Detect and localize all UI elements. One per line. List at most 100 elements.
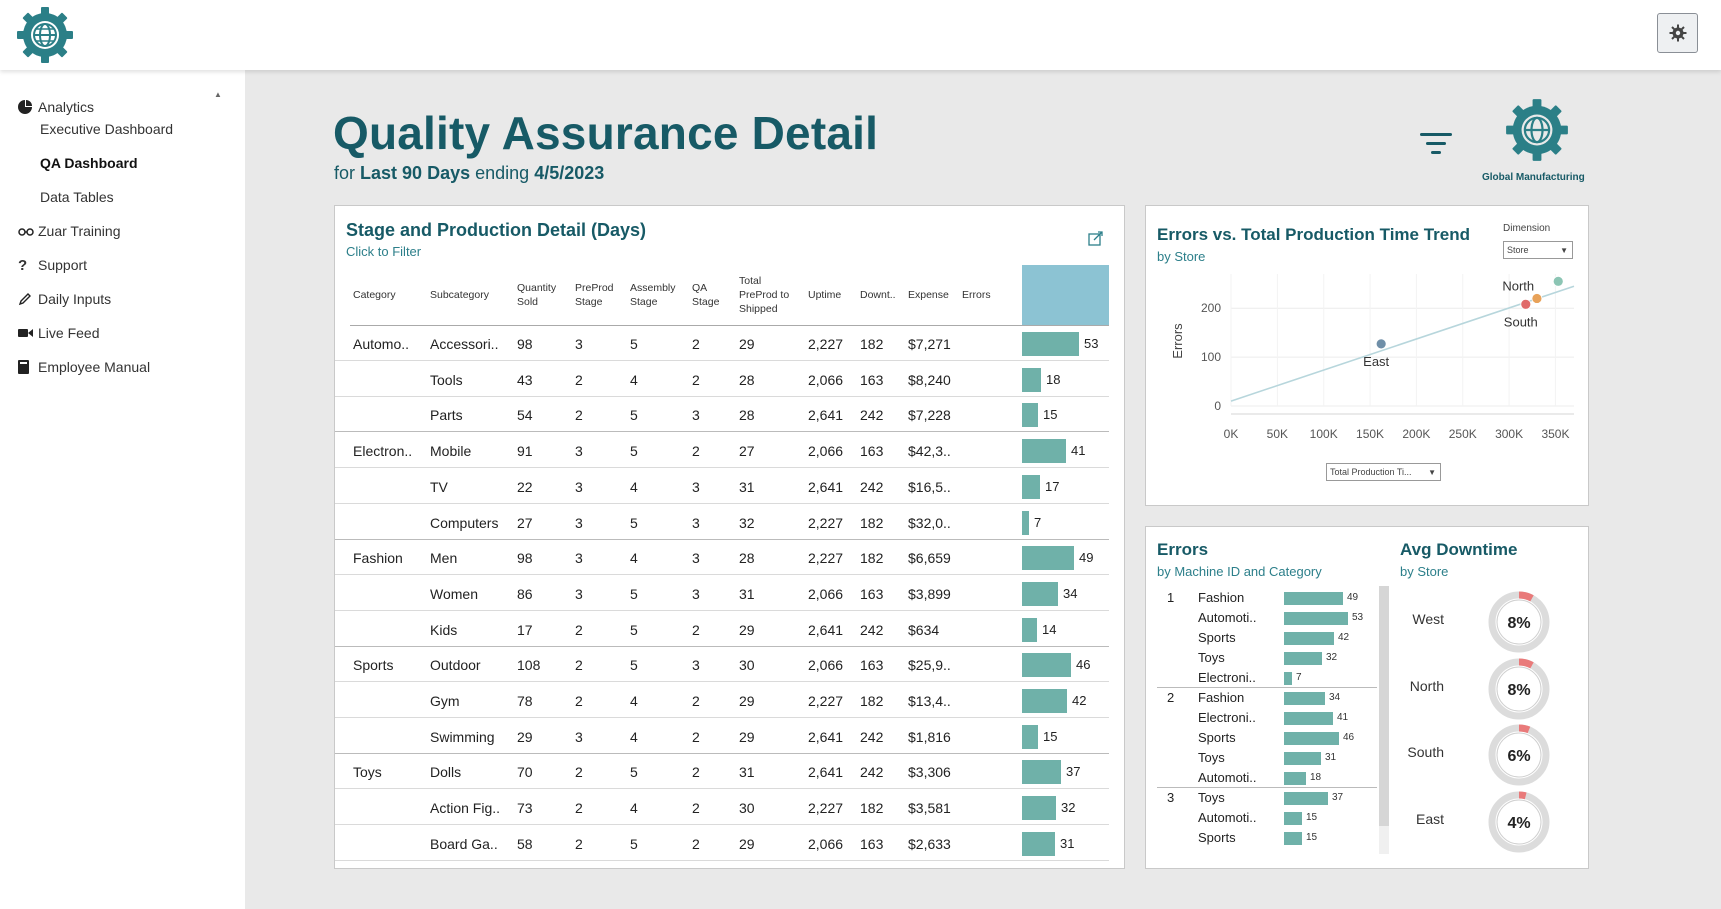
table-cell: Men — [430, 550, 458, 567]
table-row[interactable]: Electron.. Mobile 91 3 5 2 27 2,066 163 $42,3.. 41 — [335, 433, 1109, 469]
errors-bar[interactable] — [1022, 332, 1079, 356]
errors-bar[interactable] — [1022, 617, 1037, 642]
downtime-donut[interactable]: 8% — [1487, 657, 1551, 721]
table-row[interactable]: Parts 54 2 5 3 28 2,641 242 $7,228 15 — [335, 397, 1109, 433]
table-cell: 2,641 — [808, 478, 844, 495]
errors-bar[interactable] — [1284, 692, 1325, 705]
sidebar-item-data-tables[interactable]: Data Tables — [40, 189, 114, 205]
errors-bar[interactable] — [1284, 812, 1302, 825]
errors-bar[interactable] — [1022, 510, 1029, 535]
category-label: Sports — [1198, 830, 1236, 845]
sidebar-item-employee-manual[interactable]: Employee Manual — [18, 356, 150, 378]
table-row[interactable]: Women 86 3 5 3 31 2,066 163 $3,899 34 — [335, 576, 1109, 611]
sidebar-item-daily-inputs[interactable]: Daily Inputs — [18, 288, 111, 310]
table-cell: 163 — [860, 585, 884, 602]
measure-dropdown[interactable]: Total Production Ti... ▼ — [1326, 463, 1441, 481]
column-header[interactable]: Assembly Stage — [630, 282, 676, 308]
dimension-dropdown[interactable]: Store ▼ — [1503, 241, 1573, 259]
errors-bar[interactable] — [1284, 752, 1321, 765]
scrollbar[interactable] — [1379, 586, 1389, 854]
errors-bar[interactable] — [1022, 439, 1066, 464]
scatter-point[interactable] — [1552, 275, 1564, 287]
table-cell: 58 — [517, 835, 533, 852]
sidebar-item-live-feed[interactable]: Live Feed — [18, 322, 99, 344]
errors-bar[interactable] — [1284, 772, 1306, 785]
errors-bar[interactable] — [1022, 760, 1061, 785]
errors-bar[interactable] — [1284, 712, 1333, 725]
errors-bar[interactable] — [1022, 403, 1038, 428]
errors-bar[interactable] — [1284, 612, 1348, 625]
errors-bar[interactable] — [1022, 581, 1058, 606]
filter-icon[interactable] — [1418, 129, 1454, 159]
errors-value: 41 — [1071, 443, 1086, 459]
errors-column-header-highlight[interactable] — [1022, 265, 1109, 325]
sidebar-item-label: Employee Manual — [38, 359, 151, 375]
donut-arc — [1488, 724, 1550, 786]
errors-bar[interactable] — [1022, 653, 1071, 678]
table-cell: Swimming — [430, 728, 495, 745]
downtime-donut[interactable]: 8% — [1487, 590, 1551, 654]
table-cell: 3 — [692, 407, 700, 424]
table-row[interactable]: TV 22 3 4 3 31 2,641 242 $16,5.. 17 — [335, 469, 1109, 504]
scatter-point[interactable] — [1520, 298, 1532, 310]
errors-bar[interactable] — [1284, 632, 1334, 645]
settings-button[interactable] — [1657, 13, 1698, 53]
sidebar-item-zuar-training[interactable]: Zuar Training — [18, 220, 120, 242]
column-header[interactable]: Uptime — [808, 289, 842, 301]
gear-globe-logo-icon[interactable] — [16, 6, 74, 64]
column-header[interactable]: Quantity Sold — [517, 282, 557, 308]
column-header[interactable]: Downt.. — [860, 289, 896, 301]
chevron-down-icon: ▼ — [1560, 245, 1568, 255]
sidebar-item-qa-dashboard[interactable]: QA Dashboard — [40, 155, 138, 171]
scatter-point[interactable] — [1531, 293, 1543, 304]
scatter-chart: 0 100 200 0K 50K 100K 150K 200K 250K 300K 350K Erro… — [1170, 274, 1575, 441]
table-row[interactable]: Computers 27 3 5 3 32 2,227 182 $32,0.. 7 — [335, 505, 1109, 540]
downtime-donut[interactable]: 6% — [1487, 723, 1551, 787]
table-row[interactable]: Kids 17 2 5 2 29 2,641 242 $634 14 — [335, 612, 1109, 647]
errors-bar[interactable] — [1022, 831, 1055, 856]
group-divider — [1157, 687, 1377, 688]
errors-bar[interactable] — [1284, 652, 1322, 665]
table-cell: 2 — [575, 657, 583, 674]
errors-bar[interactable] — [1022, 796, 1056, 821]
errors-bar[interactable] — [1284, 792, 1328, 805]
errors-bar[interactable] — [1022, 724, 1038, 749]
table-row[interactable]: Gym 78 2 4 2 29 2,227 182 $13,4.. 42 — [335, 683, 1109, 718]
scrollbar-thumb[interactable] — [1379, 586, 1389, 826]
table-row[interactable]: Board Ga.. 58 2 5 2 29 2,066 163 $2,633 31 — [335, 826, 1109, 861]
column-header[interactable]: Subcategory — [430, 289, 489, 301]
column-header[interactable]: PreProd Stage — [575, 282, 614, 308]
table-row[interactable]: Swimming 29 3 4 2 29 2,641 242 $1,816 15 — [335, 719, 1109, 754]
column-header[interactable]: QA Stage — [692, 282, 720, 308]
column-header[interactable]: Category — [353, 289, 396, 301]
table-row[interactable]: Fashion Men 98 3 4 3 28 2,227 182 $6,659 49 — [335, 540, 1109, 576]
scatter-point[interactable] — [1375, 338, 1387, 350]
stage-panel-subtitle[interactable]: Click to Filter — [346, 244, 422, 259]
export-icon[interactable] — [1088, 231, 1104, 247]
sidebar-item-executive-dashboard[interactable]: Executive Dashboard — [40, 121, 174, 137]
column-header[interactable]: Total PreProd to Shipped — [739, 275, 790, 315]
errors-bar[interactable] — [1022, 367, 1041, 392]
donut-center — [1496, 666, 1542, 711]
errors-bar[interactable] — [1284, 592, 1343, 605]
errors-bar[interactable] — [1022, 474, 1040, 499]
machine-id-label: 3 — [1167, 790, 1175, 805]
column-header[interactable]: Errors — [962, 289, 991, 301]
table-row[interactable]: Toys Dolls 70 2 5 2 31 2,641 242 $3,306 37 — [335, 754, 1109, 790]
table-row[interactable]: Action Fig.. 73 2 4 2 30 2,227 182 $3,581 32 — [335, 790, 1109, 826]
errors-bar[interactable] — [1284, 832, 1302, 845]
sidebar-item-analytics[interactable]: Analytics — [18, 96, 94, 118]
errors-bar[interactable] — [1284, 732, 1339, 745]
errors-value: 34 — [1063, 585, 1078, 601]
table-cell: 5 — [630, 621, 638, 638]
errors-bar[interactable] — [1284, 672, 1292, 685]
table-row[interactable]: Tools 43 2 4 2 28 2,066 163 $8,240 18 — [335, 362, 1109, 397]
table-row[interactable]: Sports Outdoor 108 2 5 3 30 2,066 163 $25,9.. 46 — [335, 647, 1109, 683]
chevron-up-icon[interactable]: ▲ — [214, 90, 222, 99]
sidebar-item-support[interactable]: ? Support — [18, 254, 87, 276]
column-header[interactable]: Expense — [908, 289, 949, 301]
errors-bar[interactable] — [1022, 546, 1074, 571]
table-row[interactable]: Automo.. Accessori.. 98 3 5 2 29 2,227 182 $7,271… — [335, 326, 1109, 361]
errors-bar[interactable] — [1022, 689, 1067, 713]
downtime-donut[interactable]: 4% — [1487, 790, 1551, 854]
